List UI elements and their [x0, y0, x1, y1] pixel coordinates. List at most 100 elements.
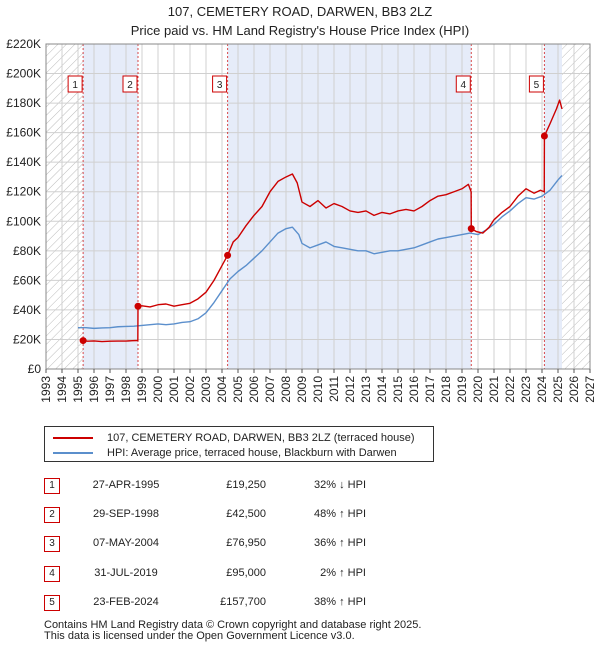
x-tick-label: 2013 [359, 376, 373, 403]
legend: 107, CEMETERY ROAD, DARWEN, BB3 2LZ (ter… [44, 426, 434, 462]
sale-row: 1 27-APR-1995 £19,250 32% ↓ HPI [44, 478, 404, 496]
hatched-region [46, 44, 84, 369]
y-tick-label: £200K [6, 67, 41, 81]
x-tick-label: 2014 [375, 376, 389, 403]
x-tick-label: 2000 [151, 376, 165, 403]
y-tick-label: £120K [6, 185, 41, 199]
x-tick-label: 2015 [391, 376, 405, 403]
x-tick-label: 2021 [487, 376, 501, 403]
x-tick-label: 1998 [119, 376, 133, 403]
legend-item-hpi: HPI: Average price, terraced house, Blac… [53, 445, 425, 460]
x-tick-label: 2027 [583, 376, 597, 403]
property-series-line [83, 99, 563, 343]
y-tick-label: £40K [13, 303, 41, 317]
y-tick-label: £0 [28, 362, 42, 376]
x-tick-label: 1996 [87, 376, 101, 403]
sale-date: 27-APR-1995 [92, 479, 160, 491]
footer-licence: This data is licensed under the Open Gov… [44, 630, 355, 642]
sale-badge-label: 5 [534, 80, 540, 91]
x-tick-label: 2012 [343, 376, 357, 403]
sale-date: 07-MAY-2004 [92, 537, 160, 549]
sale-badge-label: 1 [72, 80, 78, 91]
sale-hpi-comparison: 38% ↑ HPI [314, 596, 366, 608]
hatched-region [562, 44, 590, 369]
sale-badge-label: 3 [217, 80, 223, 91]
sale-row: 5 23-FEB-2024 £157,700 38% ↑ HPI [44, 595, 404, 613]
y-tick-label: £140K [6, 155, 41, 169]
x-tick-label: 1994 [55, 376, 69, 403]
sale-date: 23-FEB-2024 [93, 596, 159, 608]
x-tick-label: 2010 [311, 376, 325, 403]
sale-number-badge: 5 [44, 595, 60, 611]
legend-item-property: 107, CEMETERY ROAD, DARWEN, BB3 2LZ (ter… [53, 430, 425, 445]
x-tick-label: 2016 [407, 376, 421, 403]
legend-label-property: 107, CEMETERY ROAD, DARWEN, BB3 2LZ (ter… [107, 431, 415, 444]
sale-hpi-comparison: 36% ↑ HPI [314, 537, 366, 549]
y-tick-label: £80K [13, 244, 41, 258]
x-tick-label: 1997 [103, 376, 117, 403]
x-tick-label: 2019 [455, 376, 469, 403]
sale-price: £76,950 [226, 537, 266, 549]
chart-subtitle: Price paid vs. HM Land Registry's House … [130, 23, 470, 38]
x-tick-label: 2025 [551, 376, 565, 403]
x-tick-label: 2023 [519, 376, 533, 403]
chart-title-block: 107, CEMETERY ROAD, DARWEN, BB3 2LZ Pric… [0, 2, 600, 40]
x-tick-label: 1995 [71, 376, 85, 403]
sale-hpi-comparison: 2% ↑ HPI [320, 567, 366, 579]
x-tick-label: 2004 [215, 376, 229, 403]
sale-number-badge: 4 [44, 566, 60, 582]
legend-swatch-property [53, 436, 93, 439]
sale-price: £157,700 [220, 596, 266, 608]
x-tick-label: 2017 [423, 376, 437, 403]
sale-point [467, 225, 475, 233]
sale-point [224, 251, 232, 259]
x-tick-label: 2006 [247, 376, 261, 403]
y-tick-label: £220K [6, 37, 41, 51]
y-tick-label: £20K [13, 332, 41, 346]
sale-point [79, 337, 87, 345]
sale-badge-label: 2 [127, 80, 133, 91]
footer-copyright: Contains HM Land Registry data © Crown c… [44, 619, 422, 631]
y-tick-label: £100K [6, 214, 41, 228]
x-tick-label: 2007 [263, 376, 277, 403]
sale-row: 4 31-JUL-2019 £95,000 2% ↑ HPI [44, 566, 404, 584]
sale-hpi-comparison: 48% ↑ HPI [314, 508, 366, 520]
y-tick-label: £60K [13, 273, 41, 287]
sale-badge-box [212, 75, 228, 93]
sale-badge-box [122, 75, 138, 93]
x-tick-label: 2020 [471, 376, 485, 403]
shaded-period [83, 44, 138, 369]
legend-swatch-hpi [53, 451, 93, 454]
sale-price: £19,250 [226, 479, 266, 491]
sale-badge-box [67, 75, 83, 93]
sale-date: 31-JUL-2019 [94, 567, 158, 579]
x-tick-label: 2018 [439, 376, 453, 403]
sale-point [540, 132, 548, 140]
sale-number-badge: 1 [44, 478, 60, 494]
sale-badge-label: 4 [460, 80, 466, 91]
sale-number-badge: 3 [44, 536, 60, 552]
sale-hpi-comparison: 32% ↓ HPI [314, 479, 366, 491]
y-tick-label: £160K [6, 126, 41, 140]
x-tick-label: 1993 [39, 376, 53, 403]
sale-row: 3 07-MAY-2004 £76,950 36% ↑ HPI [44, 536, 404, 554]
chart-title: 107, CEMETERY ROAD, DARWEN, BB3 2LZ [167, 4, 433, 19]
legend-label-hpi: HPI: Average price, terraced house, Blac… [107, 446, 397, 459]
sale-date: 29-SEP-1998 [92, 508, 160, 520]
x-tick-label: 2011 [327, 376, 341, 402]
x-tick-label: 2009 [295, 376, 309, 403]
shaded-period [227, 44, 472, 369]
x-tick-label: 2024 [535, 376, 549, 403]
shaded-period [544, 44, 562, 369]
x-tick-label: 1999 [135, 376, 149, 403]
x-tick-label: 2022 [503, 376, 517, 403]
x-tick-label: 2008 [279, 376, 293, 403]
sale-price: £42,500 [226, 508, 266, 520]
sale-number-badge: 2 [44, 507, 60, 523]
price-chart: 1 2 3 4 5 £0 £20K £40K £60K £80K £100K £120K £140K £… [6, 37, 597, 403]
sale-badge-box [528, 75, 544, 93]
sale-point [134, 302, 142, 310]
hpi-series-line [78, 175, 563, 330]
x-tick-label: 2003 [199, 376, 213, 403]
sale-badge-box [455, 75, 471, 93]
